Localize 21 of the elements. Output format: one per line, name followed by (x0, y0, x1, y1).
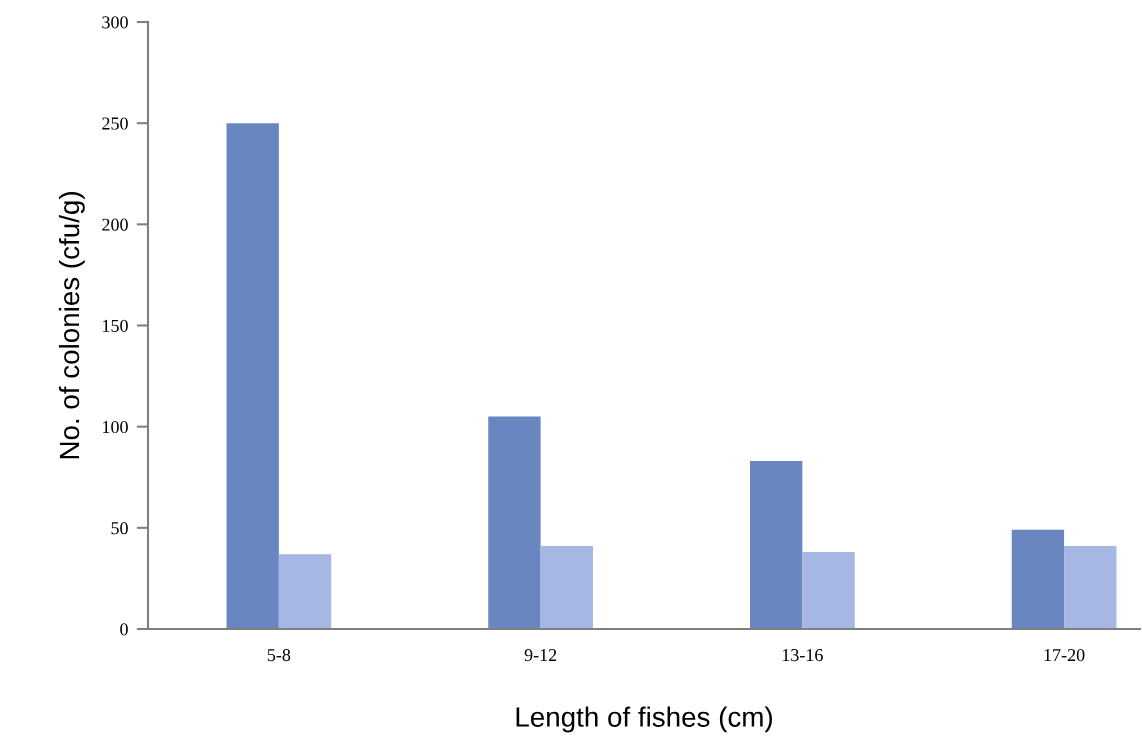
x-tick-label: 17-20 (1044, 648, 1085, 662)
bar (226, 123, 279, 629)
x-tick-label: 9-12 (524, 649, 557, 662)
x-axis-title: Length of fishes (cm) (516, 706, 772, 733)
bar (1011, 529, 1065, 629)
y-tick-label: 0 (120, 623, 128, 636)
y-tick-label: 100 (103, 420, 128, 434)
bar (540, 546, 593, 629)
y-tick-label: 150 (103, 319, 128, 332)
bar (802, 552, 855, 629)
x-tick-label: 13-16 (782, 649, 823, 662)
y-tick-label: 300 (102, 16, 128, 29)
bar (750, 461, 803, 629)
bar (488, 416, 541, 629)
y-tick-label: 250 (102, 117, 128, 130)
y-tick-label: 50 (111, 522, 128, 535)
x-tick-label: 5-8 (267, 648, 291, 662)
y-tick-label: 200 (102, 218, 128, 231)
bar (1064, 546, 1117, 629)
y-axis-title: No. of colonies (cfu/g) (58, 192, 85, 459)
bar (278, 554, 332, 629)
